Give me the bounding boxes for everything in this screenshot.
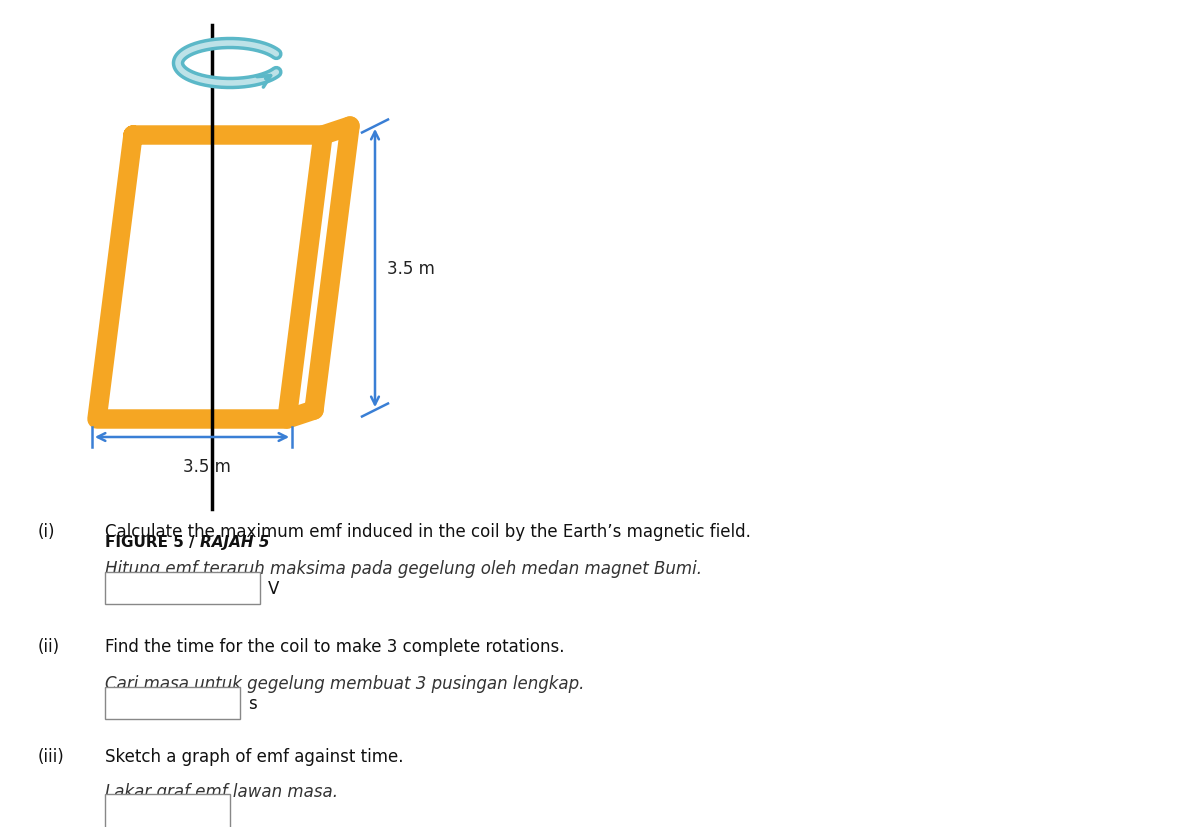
Bar (106, 687, 240, 719)
Text: Cari masa untuk gegelung membuat 3 pusingan lengkap.: Cari masa untuk gegelung membuat 3 pusin… (106, 674, 584, 692)
Text: Find the time for the coil to make 3 complete rotations.: Find the time for the coil to make 3 com… (106, 638, 564, 655)
Text: Calculate the maximum emf induced in the coil by the Earth’s magnetic field.: Calculate the maximum emf induced in the… (106, 523, 751, 540)
Bar (106, 572, 260, 605)
Text: s: s (248, 694, 257, 712)
Text: (ii): (ii) (38, 638, 60, 655)
Text: V: V (268, 579, 280, 597)
Text: 3.5 m: 3.5 m (184, 457, 230, 476)
Text: 3.5 m: 3.5 m (386, 260, 434, 278)
Text: Lakar graf emf lawan masa.: Lakar graf emf lawan masa. (106, 782, 338, 800)
Text: Sketch a graph of emf against time.: Sketch a graph of emf against time. (106, 747, 403, 765)
Text: FIGURE 5 /: FIGURE 5 / (106, 534, 200, 549)
Bar (106, 794, 230, 827)
Text: RAJAH 5: RAJAH 5 (200, 534, 270, 549)
Text: (i): (i) (38, 523, 55, 540)
Text: (iii): (iii) (38, 747, 65, 765)
Text: Hitung emf teraruh maksima pada gegelung oleh medan magnet Bumi.: Hitung emf teraruh maksima pada gegelung… (106, 559, 702, 577)
